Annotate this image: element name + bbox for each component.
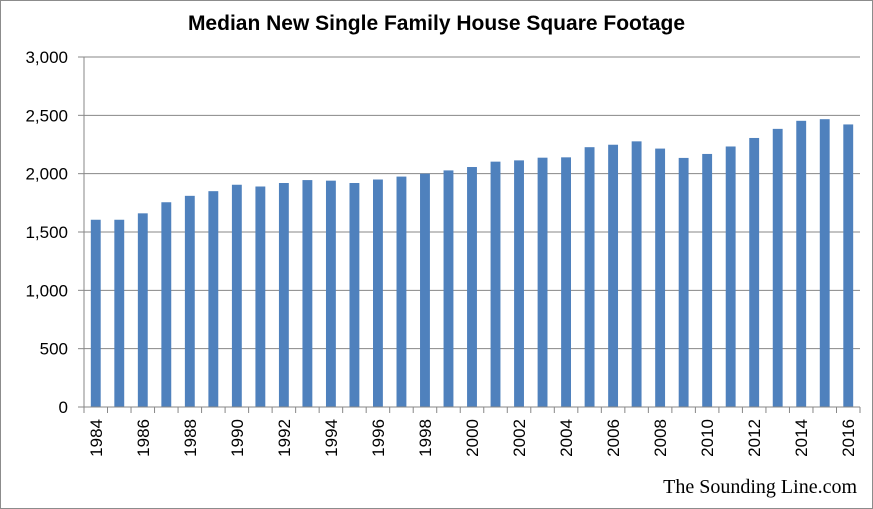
chart-title: Median New Single Family House Square Fo… <box>187 12 686 35</box>
bar <box>584 147 595 407</box>
bar <box>514 160 524 407</box>
bar <box>302 180 313 407</box>
bar <box>208 191 219 407</box>
bar <box>349 183 360 407</box>
x-tick-label: 2006 <box>604 419 623 457</box>
bar <box>396 176 407 407</box>
bar <box>467 167 477 407</box>
x-tick-label: 1998 <box>416 419 435 457</box>
bar <box>678 157 689 407</box>
x-tick-label: 2008 <box>651 419 670 457</box>
bar <box>420 173 430 407</box>
bar <box>702 153 713 407</box>
x-tick-label: 1994 <box>322 419 341 457</box>
x-tick-label: 1992 <box>275 419 294 457</box>
bar <box>561 157 571 407</box>
bar <box>278 183 289 407</box>
x-tick-label: 2002 <box>510 419 529 457</box>
bar <box>749 137 760 407</box>
y-tick-label: 0 <box>59 398 68 417</box>
bar <box>114 219 125 407</box>
bar <box>796 120 807 408</box>
x-tick-label: 1984 <box>87 419 106 457</box>
x-tick-label: 2016 <box>839 419 858 457</box>
bar <box>231 184 242 407</box>
bar <box>373 179 383 407</box>
x-tick-label: 2000 <box>463 419 482 457</box>
bar <box>490 161 501 407</box>
bar <box>137 213 148 407</box>
bar <box>184 195 195 407</box>
x-tick-label: 1990 <box>228 419 247 457</box>
x-tick-label: 2010 <box>698 419 717 457</box>
bar <box>537 157 548 407</box>
x-tick-label: 1996 <box>369 419 388 457</box>
y-tick-label: 2,000 <box>25 165 68 184</box>
x-tick-label: 1988 <box>181 419 200 457</box>
bar <box>443 170 454 407</box>
bar <box>608 144 619 407</box>
bar <box>819 119 830 407</box>
bar <box>90 219 101 407</box>
x-tick-label: 2012 <box>745 419 764 457</box>
watermark: The Sounding Line.com <box>663 476 857 498</box>
bar <box>325 180 336 407</box>
bar <box>725 146 736 407</box>
bar <box>161 202 172 407</box>
bar <box>255 186 266 407</box>
bar <box>631 141 642 407</box>
y-tick-label: 3,000 <box>25 48 68 67</box>
bar <box>655 148 666 408</box>
bar <box>843 124 854 407</box>
y-tick-label: 500 <box>40 340 68 359</box>
y-tick-label: 1,500 <box>25 223 68 242</box>
x-tick-label: 2004 <box>557 419 576 457</box>
y-tick-label: 2,500 <box>25 106 68 125</box>
x-tick-label: 2014 <box>792 419 811 457</box>
y-tick-label: 1,000 <box>25 281 68 300</box>
x-tick-label: 1986 <box>134 419 153 457</box>
bar <box>772 128 783 407</box>
